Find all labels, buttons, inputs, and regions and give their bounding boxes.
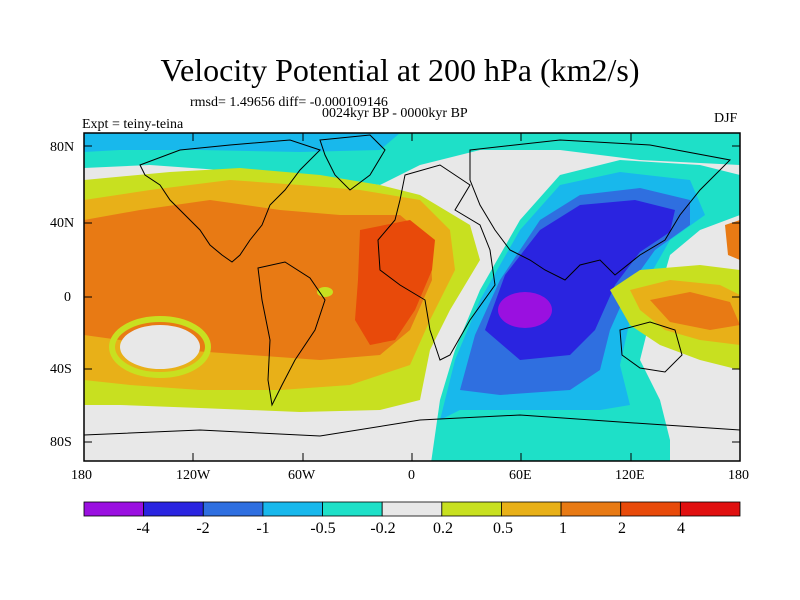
colorbar-label: 0.5 bbox=[493, 520, 513, 537]
colorbar-box bbox=[620, 501, 681, 517]
lon-tick-label: 180 bbox=[71, 468, 92, 483]
colorbar-label: 1 bbox=[559, 520, 567, 537]
colorbar-box bbox=[441, 501, 502, 517]
lat-tick-label: 40S bbox=[50, 362, 72, 377]
season-label: DJF bbox=[714, 111, 738, 126]
lon-tick-label: 60E bbox=[509, 468, 532, 483]
colorbar-box bbox=[322, 501, 383, 517]
colorbar-label: -4 bbox=[136, 520, 150, 537]
lon-tick-label: 60W bbox=[288, 468, 316, 483]
lat-tick-label: 40N bbox=[50, 216, 75, 231]
colorbar-label: -1 bbox=[256, 520, 270, 537]
colorbar-label: -2 bbox=[196, 520, 210, 537]
colorbar-box bbox=[501, 501, 562, 517]
lat-tick-label: 0 bbox=[64, 290, 71, 305]
colorbar-label: -0.2 bbox=[370, 520, 396, 537]
colorbar-box bbox=[262, 501, 323, 517]
colorbar-box bbox=[381, 501, 443, 517]
colorbar-label: 2 bbox=[618, 520, 626, 537]
lon-tick-label: 120W bbox=[176, 468, 211, 483]
velocity-potential-field bbox=[84, 133, 740, 461]
map-ticks bbox=[84, 133, 740, 461]
lon-tick-label: 120E bbox=[615, 468, 645, 483]
stats-line: rmsd= 1.49656 diff= -0.000109146 bbox=[190, 95, 388, 110]
lon-tick-label: 180 bbox=[728, 468, 749, 483]
colorbar bbox=[83, 501, 741, 517]
colorbar-label: 0.2 bbox=[433, 520, 453, 537]
colorbar-box bbox=[679, 501, 741, 517]
coastlines bbox=[84, 134, 740, 437]
period-label: 0024kyr BP - 0000kyr BP bbox=[322, 106, 468, 121]
colorbar-box bbox=[83, 501, 145, 517]
colorbar-label: 4 bbox=[677, 520, 685, 537]
lat-tick-label: 80S bbox=[50, 435, 72, 450]
colorbar-label: -0.5 bbox=[310, 520, 336, 537]
lat-tick-label: 80N bbox=[50, 140, 75, 155]
colorbar-box bbox=[202, 501, 264, 517]
colorbar-box bbox=[560, 501, 622, 517]
lon-tick-label: 0 bbox=[408, 468, 415, 483]
colorbar-box bbox=[143, 501, 204, 517]
map-title: Velocity Potential at 200 hPa (km2/s) bbox=[160, 52, 640, 88]
experiment-label: Expt = teiny-teina bbox=[82, 117, 184, 132]
